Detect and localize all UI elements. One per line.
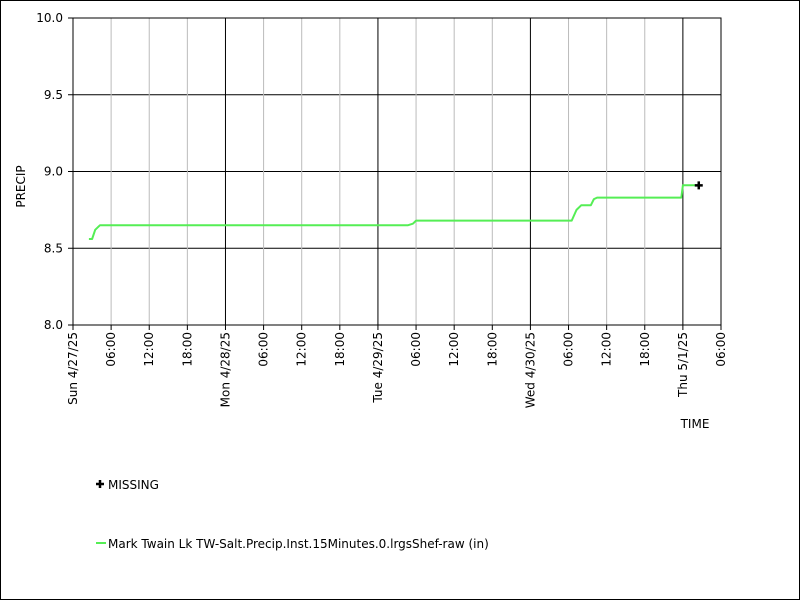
legend-missing-icon bbox=[96, 480, 104, 488]
x-axis-ticks: Sun 4/27/25 06:00 12:00 18:00 Mon 4/28/25 06:… bbox=[66, 325, 728, 408]
x-tick-label: Mon 4/28/25 bbox=[218, 332, 232, 407]
legend-label: MISSING bbox=[108, 478, 159, 492]
legend-label: Mark Twain Lk TW-Salt.Precip.Inst.15Minu… bbox=[108, 537, 489, 551]
x-tick-label: Wed 4/30/25 bbox=[523, 332, 537, 408]
x-tick-label: Sun 4/27/25 bbox=[66, 332, 80, 405]
y-tick-label: 8.0 bbox=[44, 318, 63, 332]
missing-point-marker bbox=[694, 181, 703, 190]
grid-layer bbox=[72, 17, 722, 326]
y-axis-title: PRECIP bbox=[14, 165, 28, 207]
x-tick-label: 06:00 bbox=[257, 332, 271, 367]
x-tick-label: 12:00 bbox=[600, 332, 614, 367]
x-tick-label: 06:00 bbox=[104, 332, 118, 367]
series-line bbox=[88, 184, 699, 240]
missing-markers bbox=[694, 181, 703, 190]
x-tick-label: 06:00 bbox=[409, 332, 423, 367]
x-tick-label: 06:00 bbox=[714, 332, 728, 367]
x-tick-label: 18:00 bbox=[333, 332, 347, 367]
x-tick-label: 06:00 bbox=[562, 332, 576, 367]
x-axis-title: TIME bbox=[680, 417, 710, 431]
x-tick-label: 12:00 bbox=[295, 332, 309, 367]
series-layer bbox=[88, 184, 699, 240]
y-tick-label: 10.0 bbox=[36, 11, 63, 25]
x-tick-label: Tue 4/29/25 bbox=[371, 332, 385, 404]
y-tick-label: 9.5 bbox=[44, 88, 63, 102]
x-tick-label: 18:00 bbox=[180, 332, 194, 367]
x-tick-label: Thu 5/1/25 bbox=[676, 332, 690, 398]
x-tick-label: 12:00 bbox=[142, 332, 156, 367]
y-tick-label: 9.0 bbox=[44, 165, 63, 179]
x-tick-label: 18:00 bbox=[485, 332, 499, 367]
y-axis-ticks: 8.0 8.5 9.0 9.5 10.0 bbox=[36, 11, 73, 332]
x-tick-label: 18:00 bbox=[638, 332, 652, 367]
x-tick-label: 12:00 bbox=[447, 332, 461, 367]
legend: MISSING Mark Twain Lk TW-Salt.Precip.Inst… bbox=[96, 478, 489, 551]
y-tick-label: 8.5 bbox=[44, 241, 63, 255]
